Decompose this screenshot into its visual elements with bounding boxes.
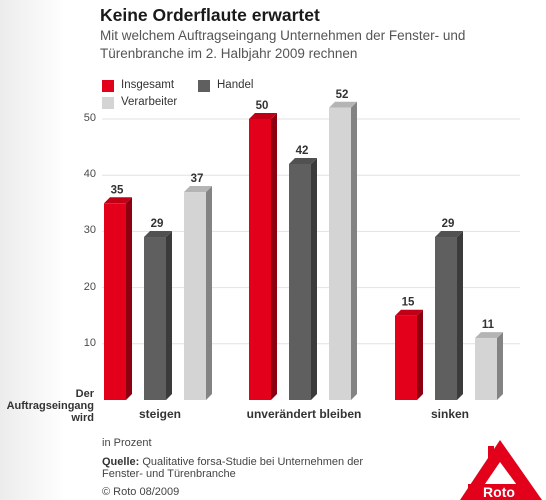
bar-side-sinken-verarbeiter: [497, 332, 503, 400]
y-tick-label-30: 30: [83, 224, 96, 237]
bar-top-steigen-insgesamt: [104, 197, 132, 204]
source-text: Qualitative forsa-Studie bei Unternehmen…: [102, 456, 364, 480]
y-tick-label-10: 10: [83, 336, 96, 349]
source-note: Quelle: Qualitative forsa-Studie bei Unt…: [102, 456, 402, 480]
bar-steigen-handel: [144, 237, 166, 400]
bar-sinken-handel: [435, 237, 457, 400]
bar-top-sinken-handel: [435, 231, 463, 238]
legend-swatch-verarbeiter: [102, 97, 114, 109]
bar-side-unverndertbleiben-insgesamt: [271, 113, 277, 400]
legend-label-verarbeiter: Verarbeiter: [121, 96, 178, 108]
category-label-steigen: steigen: [138, 407, 181, 421]
copyright-note: © Roto 08/2009: [102, 486, 180, 498]
bar-unverndertbleiben-verarbeiter: [329, 107, 351, 400]
y-axis-label: Der Auftragseingang wird: [6, 388, 94, 424]
roto-logo-band: [468, 484, 530, 500]
value-label-unverndertbleiben-verarbeiter: 52: [336, 89, 349, 101]
bar-sinken-insgesamt: [395, 315, 417, 400]
bar-top-unverndertbleiben-insgesamt: [249, 113, 277, 119]
legend-swatch-handel: [198, 80, 210, 92]
legend-label-handel: Handel: [217, 79, 254, 91]
bar-steigen-verarbeiter: [184, 192, 206, 400]
y-tick-label-40: 40: [83, 168, 96, 181]
value-label-sinken-insgesamt: 15: [402, 297, 415, 309]
roto-logo: Roto: [460, 440, 542, 500]
bar-unverndertbleiben-insgesamt: [249, 119, 271, 400]
bar-side-unverndertbleiben-handel: [311, 157, 317, 400]
bar-top-steigen-handel: [144, 231, 172, 238]
unit-note: in Prozent: [102, 437, 152, 449]
roto-logo-chimney: [488, 446, 494, 458]
bar-side-steigen-verarbeiter: [206, 186, 212, 400]
bar-top-sinken-insgesamt: [395, 309, 423, 316]
bar-top-sinken-verarbeiter: [475, 332, 503, 339]
value-label-unverndertbleiben-insgesamt: 50: [256, 100, 269, 112]
value-label-steigen-handel: 29: [151, 218, 164, 230]
bar-side-sinken-insgesamt: [417, 309, 423, 400]
y-tick-label-20: 20: [83, 280, 96, 293]
bar-steigen-insgesamt: [104, 203, 126, 400]
value-label-sinken-verarbeiter: 11: [482, 319, 495, 331]
category-label-sinken: sinken: [430, 407, 469, 421]
y-tick-label-50: 50: [83, 112, 96, 124]
bar-sinken-verarbeiter: [475, 338, 497, 400]
chart-title: Keine Orderflaute erwartet: [100, 5, 320, 25]
bar-top-unverndertbleiben-handel: [289, 157, 317, 164]
value-label-steigen-verarbeiter: 37: [191, 173, 204, 185]
bar-unverndertbleiben-handel: [289, 163, 311, 400]
bar-side-unverndertbleiben-verarbeiter: [351, 101, 357, 400]
legend-swatch-insgesamt: [102, 80, 114, 92]
bar-side-steigen-handel: [166, 231, 172, 400]
bar-side-steigen-insgesamt: [126, 197, 132, 400]
chart-subtitle: Mit welchem Auftragseingang Unternehmen …: [100, 28, 466, 61]
bar-side-sinken-handel: [457, 231, 463, 400]
value-label-steigen-insgesamt: 35: [111, 184, 124, 196]
value-label-unverndertbleiben-handel: 42: [296, 145, 309, 157]
roto-logo-text: Roto: [483, 484, 515, 500]
bar-top-steigen-verarbeiter: [184, 186, 212, 193]
source-label: Quelle:: [102, 456, 140, 468]
bar-top-unverndertbleiben-verarbeiter: [329, 101, 357, 108]
value-label-sinken-handel: 29: [442, 218, 455, 230]
legend-label-insgesamt: Insgesamt: [121, 79, 175, 91]
category-label-unveraendert: unverändert bleiben: [246, 407, 362, 421]
